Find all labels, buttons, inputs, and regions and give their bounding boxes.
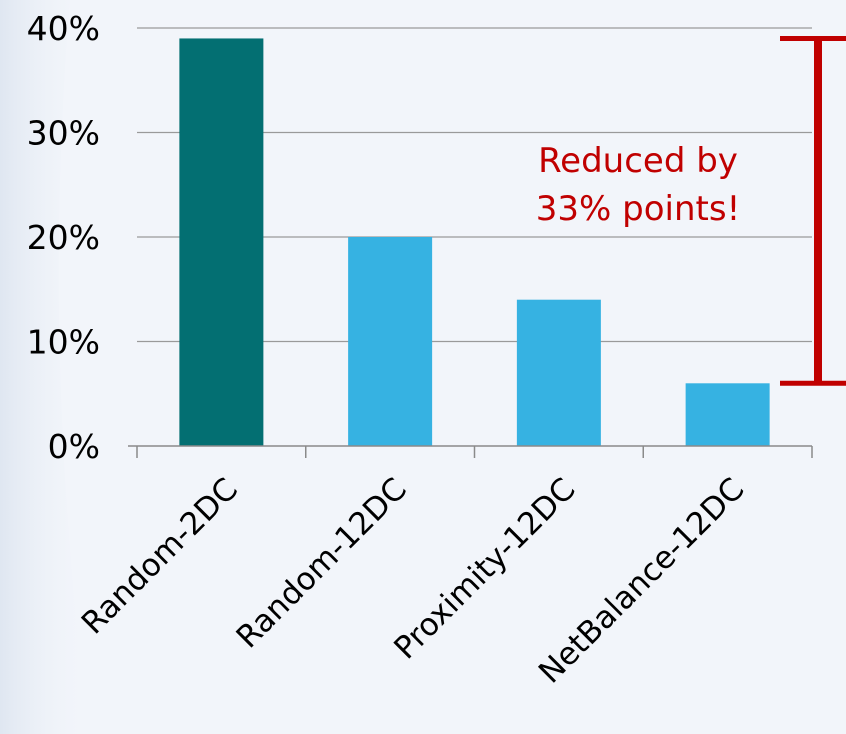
y-tick-label: 30% bbox=[27, 114, 100, 153]
bar-proximity-12dc bbox=[516, 299, 601, 446]
annotation-layer: Reduced by 33% points! bbox=[536, 35, 846, 386]
y-tick-label: 40% bbox=[27, 9, 100, 48]
bar-layer bbox=[179, 38, 770, 446]
y-tick-label: 10% bbox=[27, 323, 100, 362]
axis-layer bbox=[128, 445, 813, 458]
y-tick-label: 20% bbox=[27, 218, 100, 257]
bar-random-12dc bbox=[348, 237, 433, 446]
bar-netbalance-12dc bbox=[685, 383, 770, 446]
bar-random-2dc bbox=[179, 38, 264, 446]
y-tick-label: 0% bbox=[48, 427, 100, 466]
background-streak bbox=[0, 0, 90, 734]
annotation-text-line: Reduced by bbox=[538, 141, 738, 181]
annotation-text-line: 33% points! bbox=[536, 189, 740, 229]
